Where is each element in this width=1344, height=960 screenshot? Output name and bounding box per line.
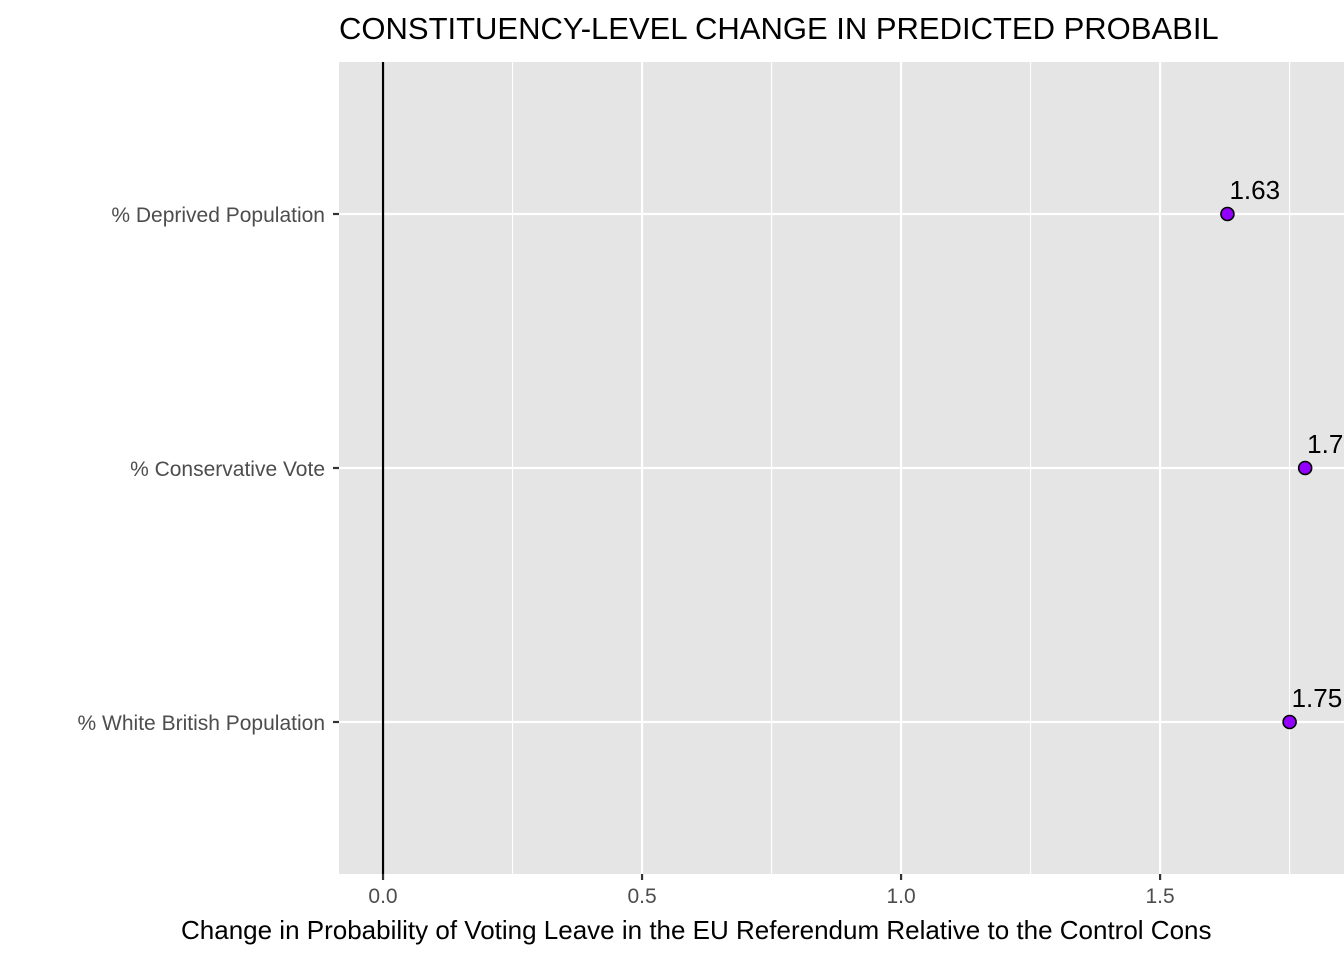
x-tick-label: 1.5 (1145, 885, 1174, 908)
major-gridlines (339, 62, 1344, 874)
y-tick-label: % Deprived Population (111, 204, 325, 227)
x-tick-label: 0.5 (627, 885, 656, 908)
data-label: 1.78 (1307, 429, 1344, 459)
data-point (1282, 714, 1297, 730)
x-axis-title: Change in Probability of Voting Leave in… (181, 915, 1212, 945)
data-point (1297, 460, 1313, 476)
y-tick-label: % Conservative Vote (130, 458, 325, 481)
data-labels: 1.63 1.78 1.75 (1229, 175, 1344, 713)
x-tick-label: 0.0 (368, 885, 397, 908)
data-points (1220, 206, 1313, 730)
y-axis: % Deprived Population % Conservative Vote… (78, 204, 339, 735)
x-axis: 0.0 0.5 1.0 1.5 (368, 874, 1175, 908)
chart-title: CONSTITUENCY-LEVEL CHANGE IN PREDICTED P… (339, 11, 1219, 46)
y-tick-label: % White British Population (78, 712, 325, 735)
x-tick-label: 1.0 (886, 885, 915, 908)
data-label: 1.75 (1292, 683, 1343, 713)
data-point (1220, 206, 1235, 222)
data-label: 1.63 (1229, 175, 1280, 205)
